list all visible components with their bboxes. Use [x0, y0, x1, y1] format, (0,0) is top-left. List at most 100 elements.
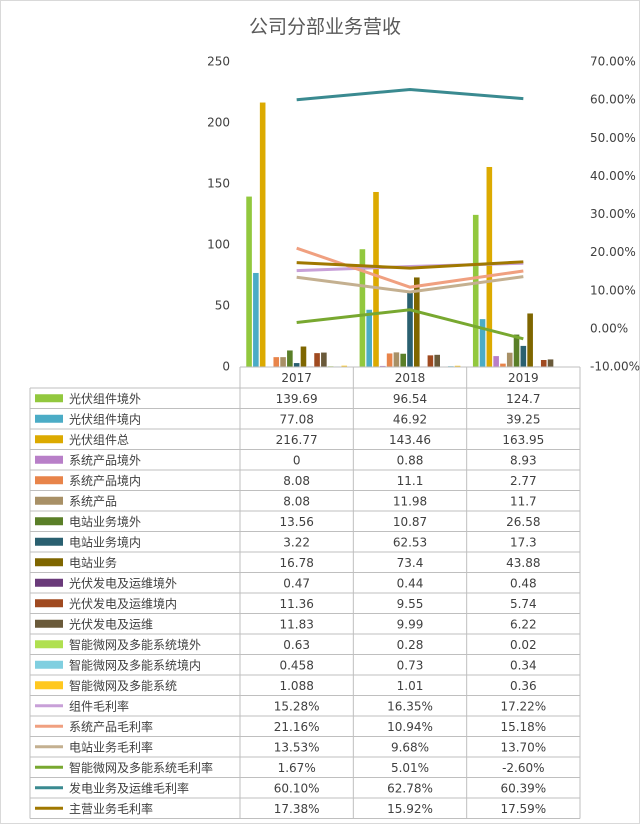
bar [253, 272, 259, 367]
legend-swatch [35, 578, 63, 587]
table-cell: 11.7 [510, 494, 537, 508]
y2-tick-label: 10.00% [590, 283, 636, 297]
legend-swatch [35, 414, 63, 423]
table-cell: 0 [293, 453, 301, 467]
bar [427, 355, 434, 367]
x-tick-label: 2019 [508, 371, 539, 385]
table-cell: 15.18% [500, 720, 546, 734]
table-cell: 6.22 [510, 617, 537, 631]
table-cell: 16.35% [387, 699, 433, 713]
table-cell: 124.7 [506, 392, 540, 406]
table-cell: 62.78% [387, 781, 433, 795]
table-cell: 43.88 [506, 556, 540, 570]
x-tick-label: 2018 [395, 371, 426, 385]
table-cell: 77.08 [279, 412, 313, 426]
table-cell: 1.01 [397, 679, 424, 693]
x-tick-label: 2017 [281, 371, 312, 385]
y2-tick-label: 0.00% [590, 321, 628, 335]
y2-tick-label: 20.00% [590, 245, 636, 259]
table-cell: 21.16% [274, 720, 320, 734]
legend-label: 系统产品境内 [69, 473, 141, 488]
bar [513, 334, 520, 367]
bar [380, 365, 386, 367]
legend-swatch [35, 640, 63, 649]
table-cell: -2.60% [502, 761, 544, 775]
table-cell: 163.95 [502, 433, 544, 447]
bar [321, 352, 327, 367]
bar [287, 350, 293, 367]
bar [280, 357, 286, 367]
legend-label: 主营业务毛利率 [69, 801, 153, 816]
table-cell: 0.28 [397, 638, 424, 652]
bar [273, 357, 280, 367]
line-series [296, 308, 524, 341]
bar [500, 363, 506, 367]
legend-label: 组件毛利率 [69, 698, 129, 713]
table-cell: 0.34 [510, 658, 537, 672]
table-cell: 11.83 [279, 617, 313, 631]
bar [393, 352, 400, 367]
bar [506, 352, 513, 367]
table-cell: 0.73 [397, 658, 424, 672]
legend-swatch [35, 681, 63, 690]
table-cell: 1.088 [279, 679, 313, 693]
table-cell: 0.63 [283, 638, 310, 652]
legend-label: 光伏发电及运维 [69, 616, 153, 631]
table-cell: 16.78 [279, 556, 313, 570]
table-cell: 11.98 [393, 494, 427, 508]
table-cell: 0.44 [397, 576, 424, 590]
legend-label: 系统产品毛利率 [69, 719, 153, 734]
bar [314, 353, 320, 367]
legend-swatch [35, 394, 63, 403]
bar [400, 353, 406, 367]
y2-tick-label: 50.00% [590, 131, 636, 145]
bar [472, 214, 479, 367]
line-series [296, 260, 524, 270]
bar [359, 249, 366, 367]
legend-label: 电站业务 [69, 555, 117, 570]
table-cell: 3.22 [283, 535, 310, 549]
bar [547, 359, 554, 367]
table-cell: 0.36 [510, 679, 537, 693]
table-cell: 9.68% [391, 740, 429, 754]
table-cell: 17.59% [500, 802, 546, 816]
table-cell: 143.46 [389, 433, 431, 447]
y-tick-label: 200 [207, 116, 230, 130]
table-cell: 10.94% [387, 720, 433, 734]
legend-label: 系统产品 [69, 494, 117, 508]
legend-swatch [35, 537, 63, 546]
table-cell: 139.69 [276, 392, 318, 406]
table-cell: 13.56 [279, 515, 313, 529]
bar [520, 345, 527, 367]
y2-tick-label: 70.00% [590, 55, 636, 69]
legend-label: 电站业务境内 [69, 534, 141, 549]
table-cell: 11.36 [279, 597, 313, 611]
table-cell: 9.55 [397, 597, 424, 611]
bar [493, 356, 499, 367]
bar [373, 191, 379, 367]
bar [407, 290, 413, 367]
legend-label: 智能微网及多能系统境外 [69, 637, 201, 652]
y2-tick-label: -10.00% [590, 360, 640, 374]
table-cell: 0.48 [510, 576, 537, 590]
table-cell: 17.38% [274, 802, 320, 816]
legend-label: 光伏组件境外 [69, 391, 141, 406]
legend-swatch [35, 558, 63, 567]
line-series [296, 88, 524, 102]
bar [486, 166, 493, 367]
legend-swatch [35, 455, 63, 464]
bar [434, 354, 440, 367]
bar [454, 365, 461, 367]
legend-label: 智能微网及多能系统毛利率 [69, 760, 213, 775]
legend-label: 发电业务及运维毛利率 [69, 780, 189, 795]
bar [414, 277, 420, 367]
table-cell: 62.53 [393, 535, 427, 549]
table-cell: 9.99 [397, 617, 424, 631]
bar [540, 359, 547, 367]
bar [259, 102, 266, 368]
bar [246, 196, 252, 367]
table-cell: 5.01% [391, 761, 429, 775]
table-cell: 11.1 [397, 474, 424, 488]
